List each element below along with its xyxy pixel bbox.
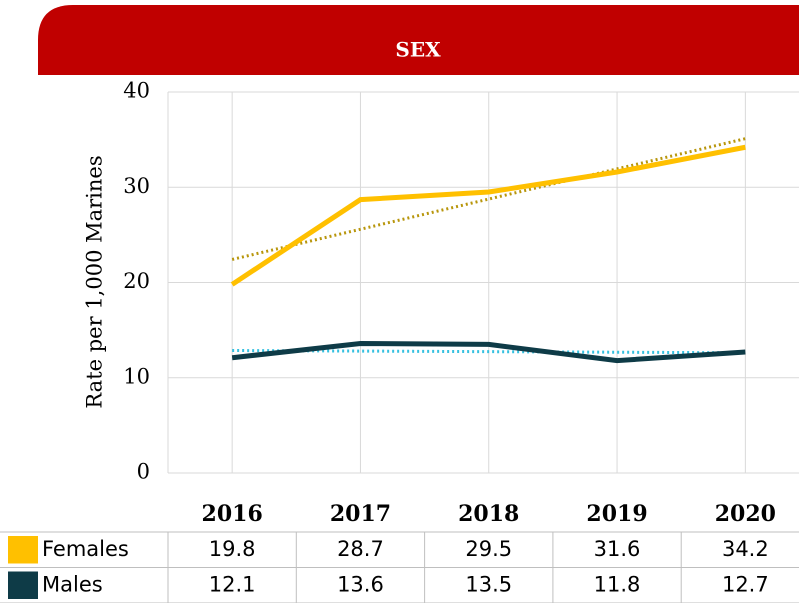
- table-value: 31.6: [594, 537, 641, 561]
- x-tick-label: 2016: [202, 501, 263, 527]
- y-tick-label: 20: [123, 269, 150, 293]
- legend-swatch: [8, 536, 38, 564]
- y-axis-label: Rate per 1,000 Marines: [83, 155, 107, 408]
- x-tick-label: 2017: [330, 501, 391, 527]
- y-tick-label: 30: [123, 174, 150, 198]
- table-value: 13.5: [465, 572, 512, 596]
- series-line: [231, 340, 746, 364]
- legend-swatch: [8, 571, 38, 599]
- legend-label: Females: [42, 537, 129, 561]
- y-tick-label: 10: [123, 364, 150, 388]
- header-band: [38, 5, 799, 75]
- table-value: 13.6: [337, 572, 384, 596]
- table-value: 12.1: [209, 572, 256, 596]
- series-line: [230, 144, 746, 287]
- table-value: 19.8: [209, 537, 256, 561]
- legend-label: Males: [42, 572, 103, 596]
- table-value: 28.7: [337, 537, 384, 561]
- table-value: 29.5: [465, 537, 512, 561]
- x-tick-label: 2019: [586, 501, 647, 527]
- table-value: 12.7: [722, 572, 769, 596]
- table-value: 11.8: [594, 572, 641, 596]
- trendline: [232, 349, 746, 355]
- chart-title: SEX: [395, 38, 441, 62]
- y-tick-label: 40: [123, 79, 150, 103]
- y-tick-label: 0: [137, 460, 150, 484]
- table-value: 34.2: [722, 537, 769, 561]
- x-tick-label: 2018: [458, 501, 519, 527]
- x-tick-label: 2020: [715, 501, 776, 527]
